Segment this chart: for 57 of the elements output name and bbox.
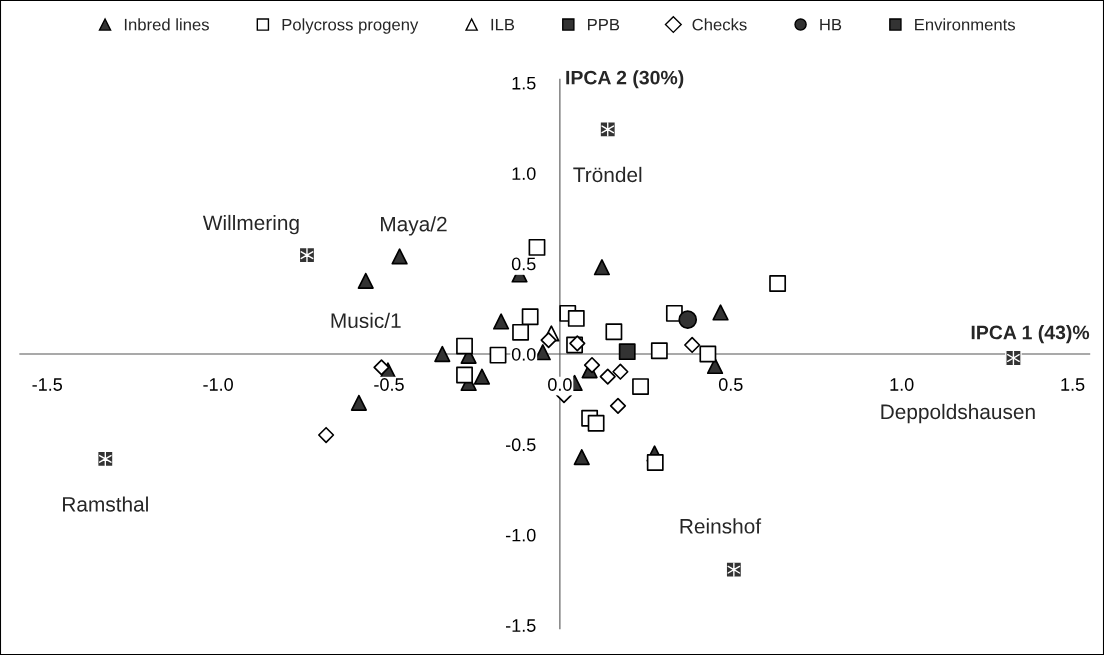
point [699,345,717,363]
point [650,342,668,360]
point [489,346,507,364]
point [632,378,649,396]
annotation: Ramsthal [63,496,148,512]
annotation: Deppoldshausen [881,403,1035,424]
legend-label: ILB [491,18,515,31]
x-tick-label: 1.5 [1061,378,1085,391]
legend-label: Polycross progeny [282,18,419,34]
annotation: Reinshof [680,518,762,534]
point [350,394,368,411]
point [567,309,585,327]
point [769,275,787,292]
point [587,414,605,432]
y-tick-label: -1.0 [505,528,536,542]
x-tick-label: -1.5 [32,378,63,391]
y-tick-label: 0.0 [511,347,536,361]
x-tick-label: 1.0 [890,378,914,391]
legend-label: HB [820,18,842,31]
point [540,331,557,349]
point [357,272,374,289]
point [593,259,611,276]
point [706,357,724,375]
point [583,356,601,374]
point [605,323,623,341]
annotation: Maya/2 [381,216,447,236]
legend-label: Environments [915,18,1016,31]
x-axis-title: IPCA 1 (43)% [971,325,1090,344]
point [456,337,473,355]
point [573,448,590,466]
point [456,366,473,384]
x-tick-label: -1.0 [203,378,233,391]
point [646,454,664,471]
legend-label: Inbred lines [124,18,209,31]
y-tick-label: -1.5 [505,619,536,632]
point [521,308,539,326]
annotation: Music/1 [331,312,401,329]
annotation: Willmering [202,214,299,235]
point [473,368,491,385]
point [618,343,636,361]
legend-label: Checks [692,18,747,31]
y-tick-label: 1.5 [512,76,536,90]
legend-label: PPB [588,18,620,31]
x-tick-label: -0.5 [374,378,404,391]
point [391,248,408,265]
x-tick-label: 0.0 [548,378,572,391]
point [678,310,698,330]
x-tick-label: 0.5 [718,378,743,391]
y-tick-label: 0.5 [511,257,536,271]
annotation: Tröndel [573,166,642,183]
point [434,345,451,363]
point [528,238,546,256]
y-tick-label: 1.0 [512,167,536,180]
y-tick-label: -0.5 [505,438,536,452]
point [492,313,510,330]
y-axis-title: IPCA 2 (30%) [566,70,684,89]
point [712,304,729,321]
